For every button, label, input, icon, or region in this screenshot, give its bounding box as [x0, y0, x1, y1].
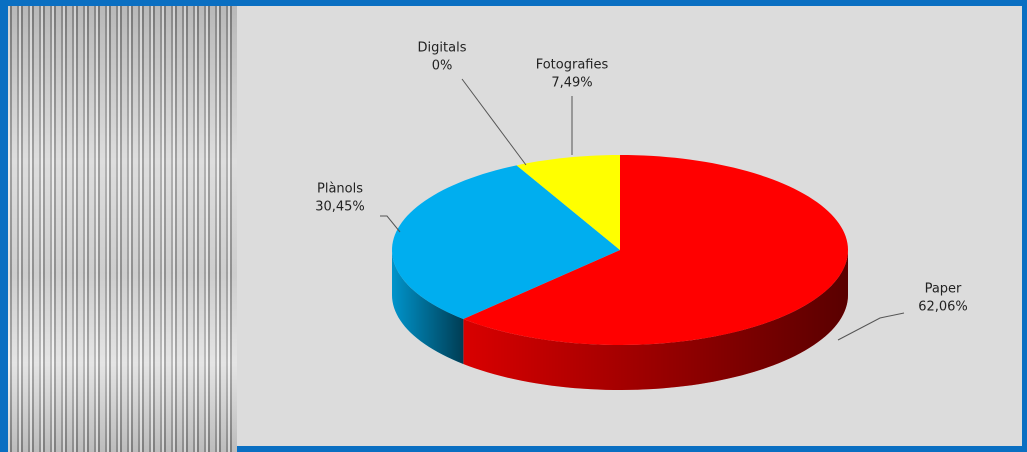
slice-label: Digitals: [418, 41, 467, 56]
slice-label: Plànols: [317, 182, 363, 197]
slice-value-label: 0%: [432, 59, 453, 74]
paper-photo: [8, 6, 237, 452]
slice-side-shade: [392, 250, 464, 365]
slice: [516, 155, 620, 250]
slice-label: Paper: [925, 282, 962, 297]
leader-line: [837, 312, 905, 341]
slice-value-label: 30,45%: [315, 200, 365, 215]
slice-value-label: 62,06%: [918, 300, 968, 315]
slice-value-label: 7,49%: [551, 76, 592, 91]
slice-side-shade: [463, 250, 848, 390]
pie: [392, 155, 848, 390]
leader-line: [461, 78, 527, 166]
leader-line: [380, 215, 401, 233]
slice-label: Fotografies: [536, 58, 609, 73]
slice: [463, 155, 848, 345]
slice: [392, 165, 620, 320]
